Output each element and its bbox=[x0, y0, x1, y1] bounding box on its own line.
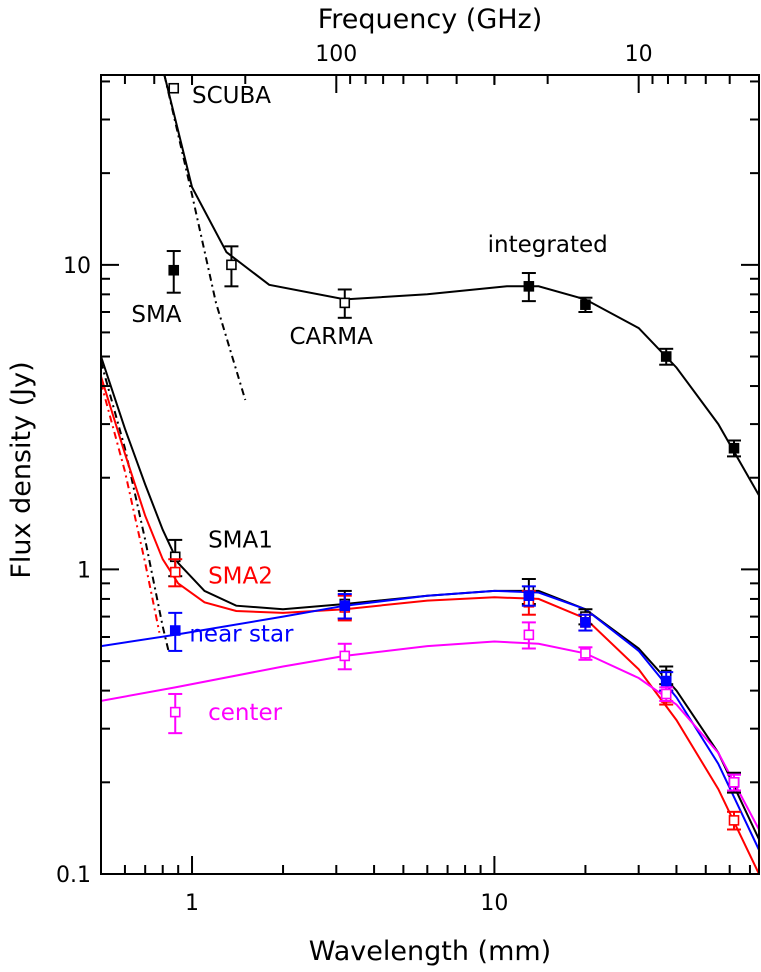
center-point bbox=[521, 621, 536, 650]
near-star-fit-curve bbox=[101, 589, 759, 851]
integrated-marker bbox=[580, 299, 591, 310]
y-axis-title: Flux density (Jy) bbox=[6, 361, 37, 578]
integrated-fit-curve bbox=[163, 75, 759, 496]
sma1-dust-curve bbox=[101, 361, 171, 654]
integrated-point bbox=[224, 245, 239, 288]
annotation-integrated: integrated bbox=[488, 232, 608, 258]
center-marker bbox=[339, 650, 351, 662]
annotation-sma2: SMA2 bbox=[208, 563, 273, 589]
integrated-dust-curve bbox=[163, 75, 247, 401]
x-tick-label: 1 bbox=[185, 891, 199, 916]
sma2-marker bbox=[728, 815, 740, 826]
center-marker bbox=[523, 629, 535, 641]
near-star-marker bbox=[660, 675, 672, 687]
integrated-point bbox=[727, 439, 742, 458]
near-star-point bbox=[521, 585, 536, 607]
near-star-marker bbox=[580, 617, 591, 628]
near-star-point bbox=[168, 611, 183, 652]
center-point bbox=[578, 646, 593, 661]
integrated-point bbox=[168, 82, 180, 94]
x-tick-label: 10 bbox=[480, 891, 508, 916]
integrated-marker bbox=[660, 351, 672, 362]
annotation-center: center bbox=[208, 700, 283, 726]
y-tick-label: 10 bbox=[63, 254, 91, 279]
x-axis-title: Wavelength (mm) bbox=[309, 936, 551, 967]
center-marker bbox=[728, 777, 740, 788]
data-points bbox=[166, 82, 742, 831]
center-marker bbox=[169, 706, 181, 718]
center-marker bbox=[580, 648, 591, 659]
annotations: SCUBA integrated SMA CARMA SMA1 SMA2 near star… bbox=[131, 83, 607, 726]
sma2-point bbox=[727, 810, 742, 831]
sma2-dust-curve bbox=[101, 382, 161, 633]
near-star-point bbox=[578, 613, 593, 632]
integrated-marker bbox=[523, 281, 535, 292]
annotation-carma: CARMA bbox=[289, 324, 373, 350]
center-point bbox=[337, 642, 352, 671]
near-star-point bbox=[337, 593, 352, 620]
near-star-marker bbox=[339, 600, 351, 612]
near-star-marker bbox=[523, 590, 535, 601]
integrated-marker bbox=[226, 259, 237, 271]
annotation-near-star: near star bbox=[189, 621, 294, 647]
y-tick-label: 0.1 bbox=[56, 863, 91, 888]
integrated-marker bbox=[339, 297, 351, 309]
annotation-sma1: SMA1 bbox=[208, 528, 273, 554]
sma2-point bbox=[168, 558, 183, 588]
top-axis-title: Frequency (GHz) bbox=[318, 4, 543, 35]
fit-curves bbox=[101, 75, 759, 874]
plot-frame bbox=[100, 74, 760, 875]
center-marker bbox=[660, 688, 672, 700]
center-point bbox=[659, 686, 674, 702]
integrated-marker bbox=[168, 82, 180, 94]
integrated-point bbox=[659, 347, 674, 366]
integrated-point bbox=[337, 288, 352, 319]
center-point bbox=[727, 773, 742, 792]
sma2-marker bbox=[169, 566, 181, 578]
center-fit-curve bbox=[101, 640, 759, 830]
annotation-scuba: SCUBA bbox=[192, 83, 271, 109]
integrated-point bbox=[166, 250, 181, 294]
center-point bbox=[168, 692, 183, 735]
integrated-marker bbox=[728, 442, 740, 454]
freq-tick-label: 10 bbox=[625, 42, 653, 67]
annotation-sma: SMA bbox=[131, 302, 181, 328]
near-star-marker bbox=[169, 625, 181, 636]
axes: 1 10 0.1 1 10 100 10 bbox=[56, 42, 760, 916]
integrated-marker bbox=[168, 264, 180, 276]
y-tick-label: 1 bbox=[77, 558, 91, 583]
freq-tick-label: 100 bbox=[315, 42, 357, 67]
integrated-point bbox=[521, 272, 536, 303]
integrated-point bbox=[578, 296, 593, 314]
